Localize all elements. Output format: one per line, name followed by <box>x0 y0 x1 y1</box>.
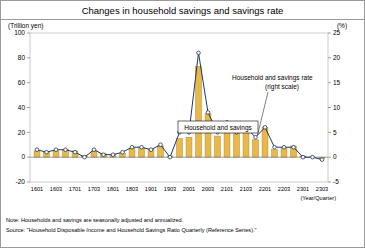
x-tick-label: 2303 <box>316 186 328 192</box>
y-tick-label: 100 <box>14 29 25 36</box>
annotation: Household and savings rate <box>232 74 313 82</box>
rate-marker <box>73 150 77 154</box>
x-tick-label: 1701 <box>69 186 81 192</box>
x-tick-label: 2001 <box>183 186 195 192</box>
y2-tick <box>328 82 331 83</box>
rate-marker <box>130 145 134 149</box>
annotation-leader <box>258 92 269 135</box>
bar <box>186 137 192 157</box>
y2-tick-label: 10 <box>333 104 341 111</box>
y-tick <box>27 157 30 158</box>
bar <box>196 67 202 158</box>
x-tick-label: 2301 <box>297 186 309 192</box>
rate-marker <box>83 155 87 159</box>
frame <box>1 1 365 248</box>
rate-marker <box>102 153 106 157</box>
y2-tick <box>328 157 331 158</box>
y-tick-label: -20 <box>16 178 26 185</box>
rate-marker <box>64 148 68 152</box>
y-tick <box>27 57 30 58</box>
y2-tick-label: 20 <box>333 54 341 61</box>
y-tick <box>27 107 30 108</box>
rate-marker <box>206 111 210 115</box>
rate-marker <box>121 150 125 154</box>
rate-marker <box>45 150 49 154</box>
rate-marker <box>263 126 267 130</box>
y2-tick-label: 15 <box>333 79 341 86</box>
note: Note: Households and savings are seasona… <box>6 217 184 223</box>
bar <box>234 132 240 157</box>
bar <box>215 136 221 157</box>
y-tick-label: 40 <box>18 104 26 111</box>
x-tick-label: 2201 <box>259 186 271 192</box>
bar <box>291 146 297 157</box>
title: Changes in household savings and savings… <box>82 5 284 16</box>
x-tick-label: 1901 <box>145 186 157 192</box>
x-tick-label: 2101 <box>221 186 233 192</box>
rate-marker <box>92 148 96 152</box>
x-tick-label: 2203 <box>278 186 290 192</box>
x-tick-label: 1801 <box>107 186 119 192</box>
x-tick-label: 1601 <box>31 186 43 192</box>
plot-frame <box>30 33 328 182</box>
y-tick <box>27 132 30 133</box>
bar <box>205 114 211 157</box>
y2-tick <box>328 107 331 108</box>
y2-tick <box>328 132 331 133</box>
annotation: Household and savings <box>184 124 252 132</box>
rate-marker <box>168 155 172 159</box>
rate-marker <box>149 148 153 152</box>
y2-tick-label: -5 <box>333 178 339 185</box>
x-tick-label: 1803 <box>126 186 138 192</box>
x-tick-label: 2003 <box>202 186 214 192</box>
bar <box>129 148 135 157</box>
rate-marker <box>320 158 324 162</box>
x-tick-label: 1703 <box>88 186 100 192</box>
y-tick-label: 20 <box>18 129 26 136</box>
y2-tick <box>328 57 331 58</box>
x-tick-label: 1603 <box>50 186 62 192</box>
y2-tick <box>328 182 331 183</box>
rate-marker <box>111 153 115 157</box>
annotation: (right scale) <box>265 83 299 91</box>
x-tick-label: 1903 <box>164 186 176 192</box>
rate-marker <box>301 155 305 159</box>
y-tick <box>27 33 30 34</box>
y-tick <box>27 182 30 183</box>
annotation-box <box>178 121 258 133</box>
y2-tick-label: 25 <box>333 29 341 36</box>
y-tick-label: 0 <box>21 153 25 160</box>
plot-area <box>34 67 325 159</box>
rate-marker <box>273 145 277 149</box>
x-tick-label: 2103 <box>240 186 252 192</box>
title-box <box>1 1 365 20</box>
rate-marker <box>197 51 201 55</box>
bar <box>72 151 78 157</box>
bar <box>272 150 278 157</box>
rate-line <box>37 53 322 160</box>
rate-marker <box>254 136 258 140</box>
bar <box>253 140 259 157</box>
rate-marker <box>159 143 163 147</box>
line-area <box>35 51 324 161</box>
note: Source: "Household Disposable Income and… <box>6 227 257 233</box>
zero-line <box>30 157 328 158</box>
rate-marker <box>35 148 39 152</box>
rate-marker <box>54 148 58 152</box>
x-label: (Year/Quarter) <box>300 195 336 201</box>
rate-marker <box>140 145 144 149</box>
y2-tick <box>328 33 331 34</box>
bar <box>177 139 183 158</box>
rate-marker <box>292 145 296 149</box>
y2-tick-label: 5 <box>333 129 337 136</box>
y-tick-label: 80 <box>18 54 26 61</box>
bar <box>101 153 107 157</box>
y-tick <box>27 82 30 83</box>
rate-marker <box>311 155 315 159</box>
chart: Changes in household savings and savings… <box>0 0 365 248</box>
y2-tick-label: 0 <box>333 153 337 160</box>
y-tick-label: 60 <box>18 79 26 86</box>
rate-marker <box>282 145 286 149</box>
